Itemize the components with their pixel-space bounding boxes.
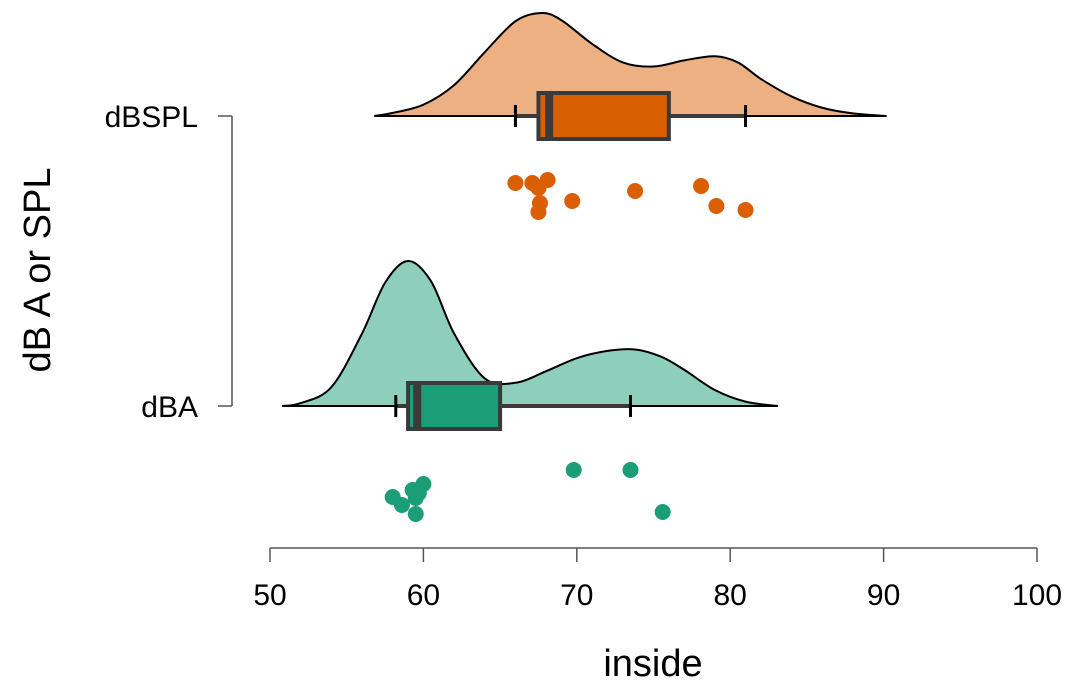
x-tick-label-70: 70 [560,579,593,612]
y-category-label-dba: dBA [141,391,198,424]
point-dbspl-7 [564,193,581,209]
data-points [384,172,754,522]
point-dbspl-6 [530,204,547,220]
point-dbspl-11 [737,202,754,218]
density-cloud-dbspl [374,11,887,117]
point-dba-6 [415,476,432,492]
y-axis-title: dB A or SPL [17,168,59,373]
boxplots [394,91,748,431]
y-category-label-dbspl: dBSPL [105,101,198,134]
point-dbspl-4 [539,172,556,188]
box-dba [406,381,503,431]
x-tick-label-50: 50 [253,579,286,612]
boxplot-dbspl [513,91,748,141]
point-dbspl-1 [507,175,524,191]
y-axis: dBSPL dBA dB A or SPL [17,101,233,424]
x-axis-title: inside [603,643,702,685]
density-cloud-dba [282,259,778,407]
point-dba-9 [622,462,639,478]
x-tick-label-90: 90 [867,579,900,612]
x-tick-label-100: 100 [1012,579,1062,612]
point-dba-2 [393,497,410,513]
x-axis: 50 60 70 80 90 100 inside [253,547,1062,685]
x-tick-label-80: 80 [714,579,747,612]
point-dbspl-9 [693,178,710,194]
x-ticks: 50 60 70 80 90 100 [253,548,1062,612]
box-dbspl [536,91,671,141]
x-tick-label-60: 60 [407,579,440,612]
point-dba-10 [654,504,671,520]
point-dbspl-8 [627,183,644,199]
density-clouds [282,11,887,407]
boxplot-dba [394,381,632,431]
point-dbspl-10 [708,198,725,214]
point-dba-8 [565,462,582,478]
point-dba-7 [407,506,424,522]
